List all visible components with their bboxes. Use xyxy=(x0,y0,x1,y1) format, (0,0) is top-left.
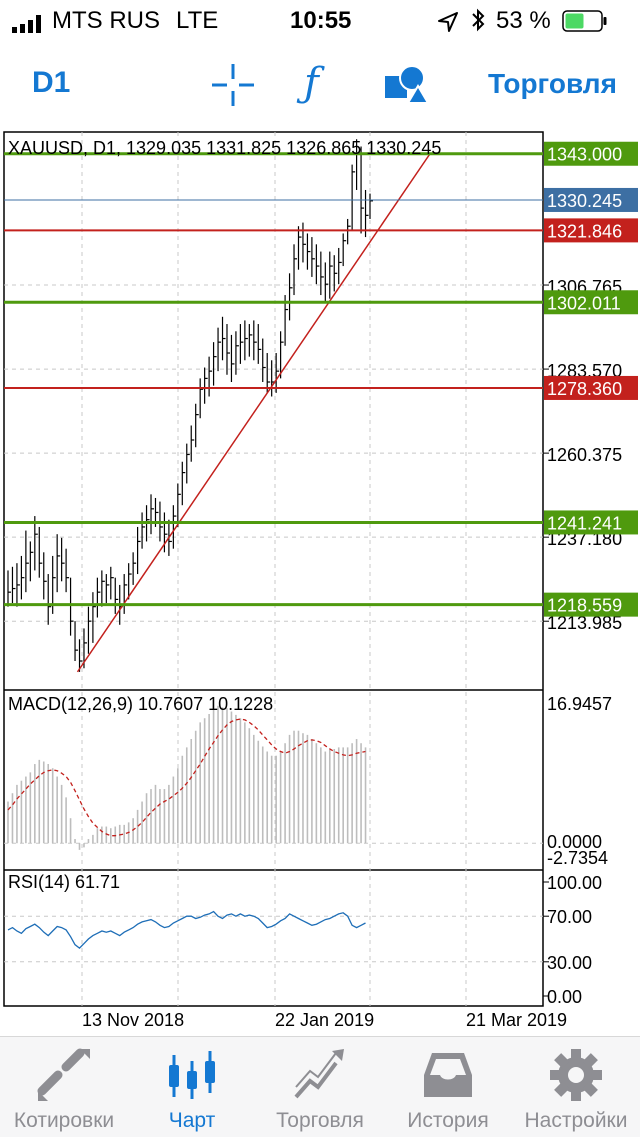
rsi-tick-label: 100.00 xyxy=(547,873,602,893)
macd-title: MACD(12,26,9) 10.7607 10.1228 xyxy=(8,694,273,714)
rsi-tick-label: 70.00 xyxy=(547,907,592,927)
price-chart[interactable]: 1306.7651283.5701260.3751237.1801213.985… xyxy=(0,128,640,1008)
trade-button[interactable]: Торговля xyxy=(488,68,617,99)
tab-chart[interactable]: Чарт xyxy=(128,1037,256,1137)
macd-tick-label: 16.9457 xyxy=(547,694,612,714)
price-tick-label: 1260.375 xyxy=(547,445,622,465)
macd-tick-label: 0.0000 xyxy=(547,832,602,852)
tab-bar: Котировки Чарт Торговля История xyxy=(0,1036,640,1137)
trade-icon xyxy=(294,1049,344,1099)
price-tick-label: 1213.985 xyxy=(547,613,622,633)
carrier-name: MTS RUS xyxy=(52,7,160,34)
function-icon[interactable]: ƒ xyxy=(304,60,319,106)
tab-chart-label: Чарт xyxy=(168,1109,216,1132)
bid-price-tag xyxy=(544,187,638,212)
level-price-tag xyxy=(544,375,638,400)
settings-icon xyxy=(550,1049,602,1101)
level-price-tag xyxy=(544,592,638,617)
history-icon xyxy=(424,1053,472,1097)
rsi-tick-label: 30.00 xyxy=(547,953,592,973)
bid-price-label: 1330.245 xyxy=(547,191,622,211)
location-icon xyxy=(438,11,458,39)
level-price-tag xyxy=(544,141,638,166)
quotes-icon xyxy=(37,1048,90,1101)
timeframe-button[interactable]: D1 xyxy=(32,66,71,99)
level-price-label: 1218.559 xyxy=(547,596,622,616)
chart-toolbar: D1 ƒ Торговля xyxy=(0,50,640,122)
rsi-title: RSI(14) 61.71 xyxy=(8,872,120,892)
level-price-label: 1302.011 xyxy=(547,293,621,313)
battery-percent: 53 % xyxy=(496,7,551,34)
level-price-label: 1278.360 xyxy=(547,379,622,399)
level-price-tag xyxy=(544,290,638,315)
tab-settings-label: Настройки xyxy=(524,1109,628,1132)
level-price-tag xyxy=(544,510,638,535)
level-price-label: 1343.000 xyxy=(547,145,622,165)
clock: 10:55 xyxy=(290,7,352,34)
tab-trade-label: Торговля xyxy=(276,1109,364,1132)
tab-history-label: История xyxy=(407,1109,489,1132)
level-price-label: 1321.846 xyxy=(547,221,622,241)
level-price-label: 1241.241 xyxy=(547,513,622,533)
date-axis-label: 21 Mar 2019 xyxy=(466,1010,568,1030)
date-axis-label: 22 Jan 2019 xyxy=(275,1010,375,1030)
macd-tick-label: -2.7354 xyxy=(547,848,608,868)
chart-frame xyxy=(3,131,544,1007)
bluetooth-icon xyxy=(470,8,486,39)
signal-strength-icon xyxy=(12,12,46,33)
rsi-line xyxy=(7,910,366,949)
date-axis-label: 13 Nov 2018 xyxy=(82,1010,185,1030)
status-bar: MTS RUS LTE 10:55 53 % xyxy=(0,0,640,40)
level-price-tag xyxy=(544,218,638,243)
tab-quotes-label: Котировки xyxy=(13,1109,115,1132)
network-type: LTE xyxy=(176,7,219,34)
rsi-tick-label: 0.00 xyxy=(547,987,582,1007)
chart-title: XAUUSD, D1, 1329.035 1331.825 1326.865 1… xyxy=(8,138,441,158)
trendline xyxy=(76,153,431,673)
tab-history[interactable]: История xyxy=(384,1037,512,1137)
macd-signal-line xyxy=(7,718,366,837)
crosshair-icon[interactable] xyxy=(212,64,254,111)
tab-trade[interactable]: Торговля xyxy=(256,1037,384,1137)
shapes-icon[interactable] xyxy=(384,64,430,109)
tab-quotes[interactable]: Котировки xyxy=(0,1037,128,1137)
battery-icon xyxy=(562,10,608,39)
tab-settings[interactable]: Настройки xyxy=(512,1037,640,1137)
chart-icon xyxy=(169,1051,215,1099)
